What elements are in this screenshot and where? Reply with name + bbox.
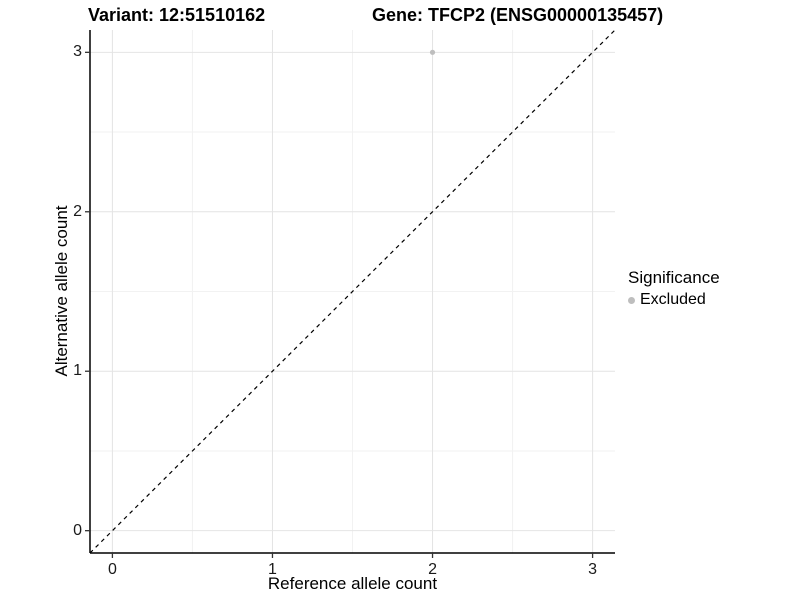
legend-item-label: Excluded <box>640 291 706 308</box>
identity-reference-line <box>89 29 616 554</box>
y-tick-label: 2 <box>73 202 82 220</box>
legend-title: Significance <box>628 268 720 287</box>
y-axis-title: Alternative allele count <box>52 205 71 377</box>
y-tick-label: 1 <box>73 362 82 380</box>
legend-key-dot-icon <box>628 296 635 304</box>
legend-items: Excluded <box>628 291 720 309</box>
y-tick-label: 3 <box>73 43 82 61</box>
legend-item: Excluded <box>628 291 720 309</box>
x-tick-label: 1 <box>268 561 277 578</box>
x-axis-title: Reference allele count <box>267 574 438 593</box>
variant-title: Variant: 12:51510162 <box>88 5 266 25</box>
data-point <box>429 49 436 55</box>
y-tick-label: 0 <box>73 521 82 539</box>
x-tick-label: 0 <box>107 561 117 578</box>
gene-title: Gene: TFCP2 (ENSG00000135457) <box>372 5 664 25</box>
x-tick-label: 3 <box>588 561 598 578</box>
x-tick-label: 2 <box>428 561 437 578</box>
legend: Significance Excluded <box>628 268 720 309</box>
